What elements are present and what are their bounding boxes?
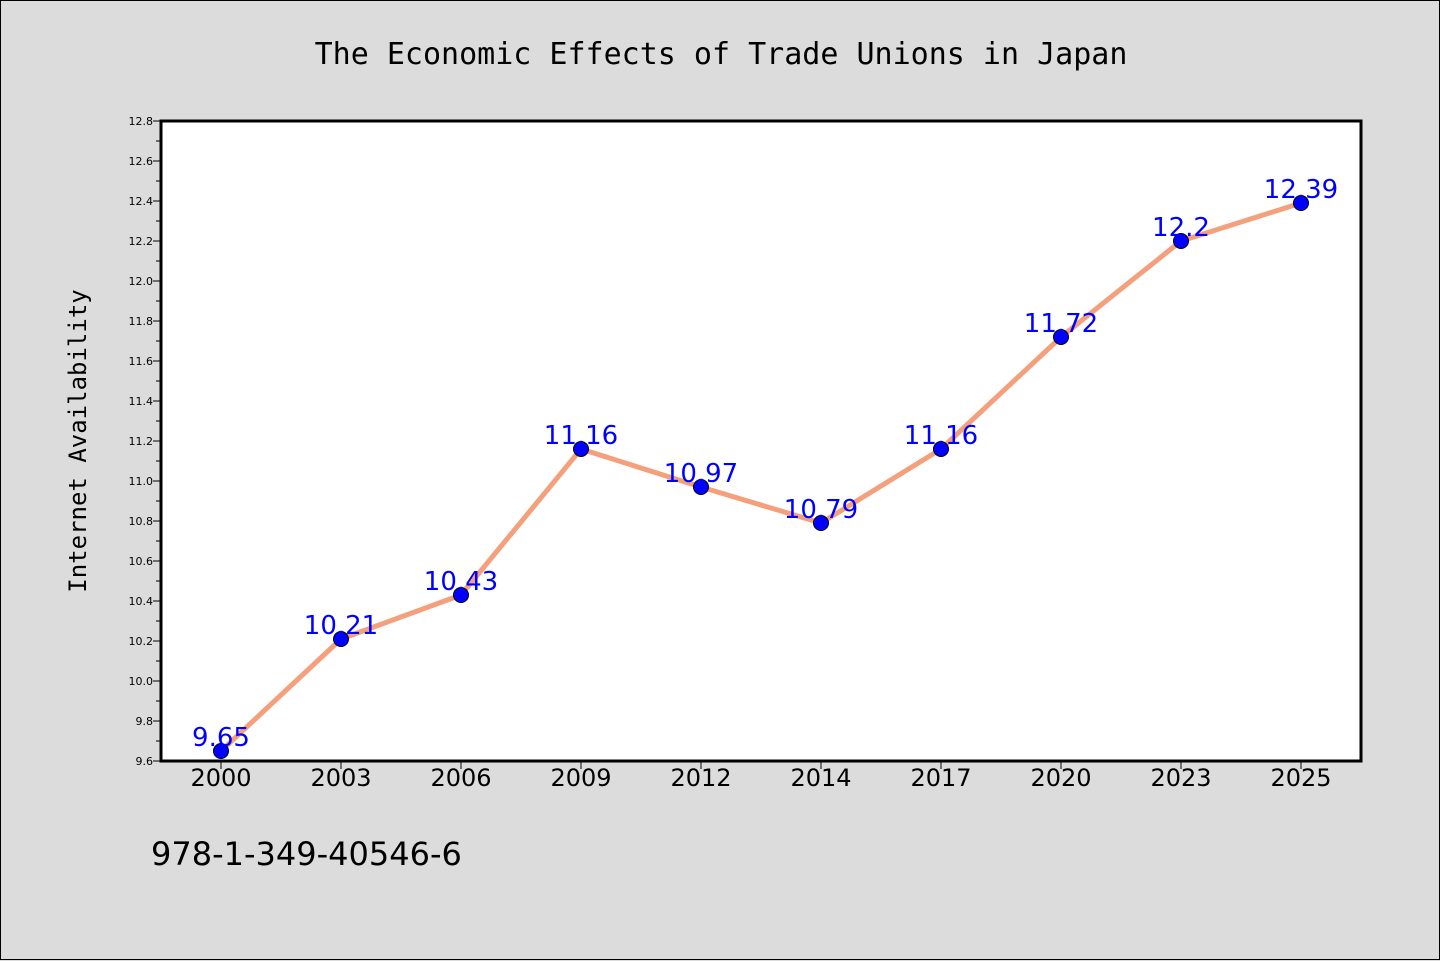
y-tick-label: 10.2 xyxy=(129,635,154,648)
y-tick-label: 12.6 xyxy=(129,155,154,168)
x-tick-label: 2025 xyxy=(1270,764,1331,792)
y-tick-label: 10.6 xyxy=(129,555,154,568)
data-label: 10.21 xyxy=(304,611,378,641)
data-point xyxy=(333,631,349,647)
x-tick-label: 2009 xyxy=(550,764,611,792)
x-tick-label: 2006 xyxy=(430,764,491,792)
data-point xyxy=(213,743,229,759)
data-point xyxy=(693,479,709,495)
x-tick-label: 2000 xyxy=(190,764,251,792)
data-point xyxy=(813,515,829,531)
y-tick-label: 11.4 xyxy=(129,395,154,408)
series-layer xyxy=(213,195,1309,759)
chart-title: The Economic Effects of Trade Unions in … xyxy=(315,37,1128,72)
y-axis-ticks: 9.6 9.8 10.0 10.2 10.4 10.6 10.8 11.0 11.2 11.4 11… xyxy=(129,115,161,768)
x-tick-label: 2012 xyxy=(670,764,731,792)
x-tick-label: 2020 xyxy=(1030,764,1091,792)
x-tick-label: 2023 xyxy=(1150,764,1211,792)
data-label: 10.43 xyxy=(424,567,498,597)
y-tick-label: 11.2 xyxy=(129,435,154,448)
y-tick-label: 9.8 xyxy=(136,715,154,728)
x-axis-ticks: 2000 2003 2006 2009 2012 2014 2017 2020 2023 2025 xyxy=(190,761,1332,792)
data-label: 9.65 xyxy=(192,723,250,753)
y-tick-label: 10.8 xyxy=(129,515,154,528)
x-tick-label: 2017 xyxy=(910,764,971,792)
data-point xyxy=(933,441,949,457)
series-line xyxy=(219,200,1302,753)
data-label: 11.16 xyxy=(544,421,618,451)
y-tick-label: 9.6 xyxy=(136,755,154,768)
data-label: 12.2 xyxy=(1152,213,1210,243)
y-tick-label: 11.0 xyxy=(129,475,154,488)
x-tick-label: 2014 xyxy=(790,764,851,792)
data-point xyxy=(1173,233,1189,249)
y-axis-label: Internet Availability xyxy=(64,289,92,592)
y-tick-label: 11.8 xyxy=(129,315,154,328)
y-tick-label: 10.4 xyxy=(129,595,154,608)
x-tick-label: 2003 xyxy=(310,764,371,792)
y-tick-label: 12.4 xyxy=(129,195,154,208)
y-tick-label: 12.0 xyxy=(129,275,154,288)
plot-area xyxy=(159,119,1363,763)
y-tick-label: 12.8 xyxy=(129,115,154,128)
footer-code: 978-1-349-40546-6 xyxy=(151,835,462,873)
y-tick-label: 12.2 xyxy=(129,235,154,248)
data-label: 11.16 xyxy=(904,421,978,451)
data-point xyxy=(573,441,589,457)
data-point xyxy=(453,587,469,603)
y-tick-label: 11.6 xyxy=(129,355,154,368)
data-label: 10.79 xyxy=(784,495,858,525)
data-label: 12.39 xyxy=(1264,175,1338,205)
data-point xyxy=(1053,329,1069,345)
data-labels: 9.65 10.21 10.43 11.16 10.97 10.79 11.16 11.72 1… xyxy=(192,175,1338,753)
data-label: 11.72 xyxy=(1024,309,1098,339)
data-label: 10.97 xyxy=(664,459,738,489)
data-point xyxy=(1293,195,1309,211)
y-tick-label: 10.0 xyxy=(129,675,154,688)
